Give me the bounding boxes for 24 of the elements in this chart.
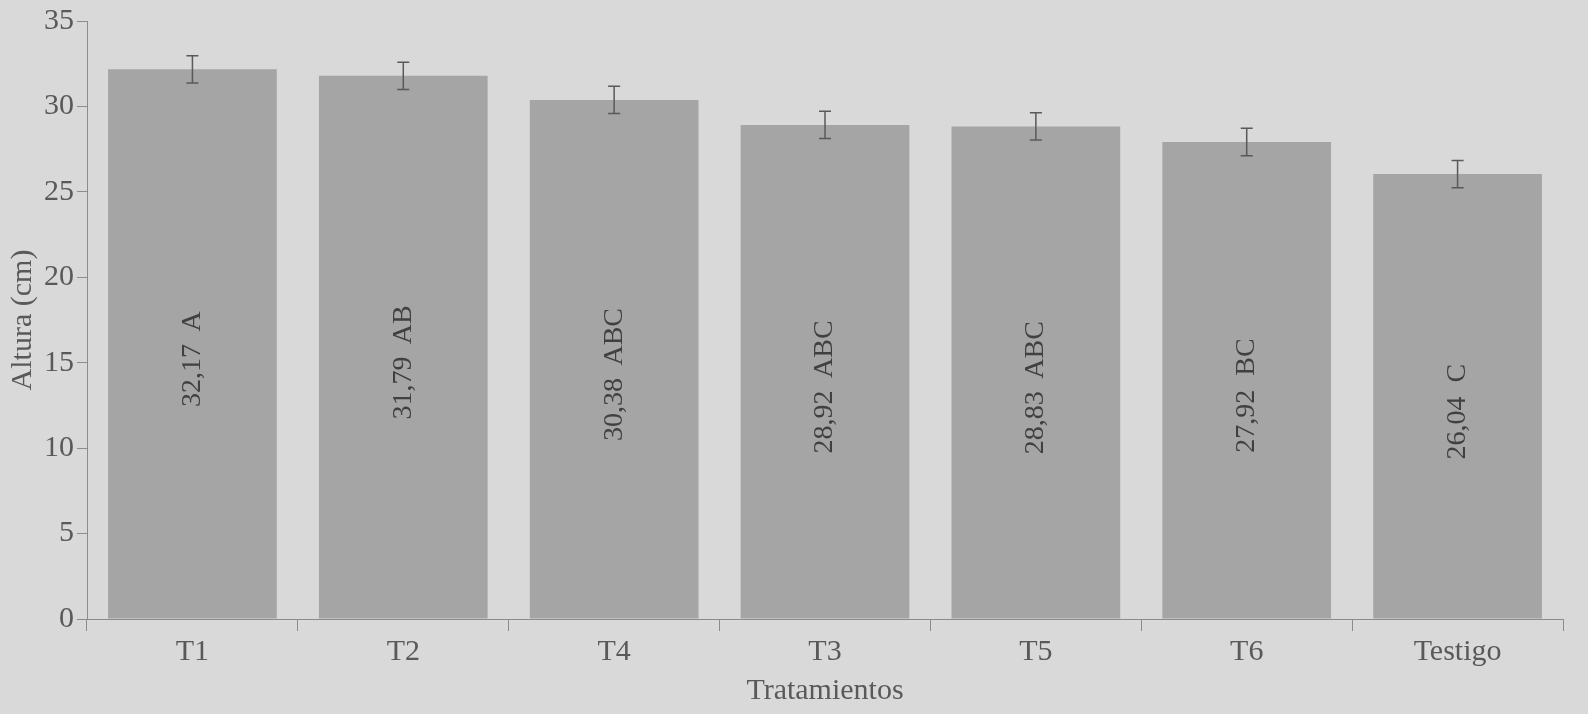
y-tick-label: 15 xyxy=(44,343,74,377)
y-tick-label: 30 xyxy=(44,87,74,121)
y-tick-label: 10 xyxy=(44,429,74,463)
data-label: 26,04 C xyxy=(1439,363,1471,460)
data-label: 32,17 A xyxy=(174,310,206,408)
x-tick-label: Testigo xyxy=(1413,632,1502,666)
x-axis-title: Tratamientos xyxy=(746,671,904,705)
x-tick-label: T1 xyxy=(175,632,210,666)
y-axis-title: Altura (cm) xyxy=(3,249,38,391)
data-label: 28,83 ABC xyxy=(1018,321,1050,455)
x-tick-label: T5 xyxy=(1019,632,1053,666)
y-tick-label: 20 xyxy=(44,258,74,292)
x-tick-label: T3 xyxy=(808,632,842,666)
data-label: 28,92 ABC xyxy=(807,320,839,454)
y-tick-label: 35 xyxy=(44,1,74,35)
y-tick-label: 0 xyxy=(59,599,74,633)
data-label: 27,92 BC xyxy=(1229,338,1261,453)
data-label: 30,38 ABC xyxy=(596,307,628,441)
x-tick-label: T4 xyxy=(597,632,631,666)
data-label: 31,79 AB xyxy=(385,305,417,420)
x-tick-label: T2 xyxy=(386,632,420,666)
y-tick-label: 5 xyxy=(59,514,74,548)
x-tick-label: T6 xyxy=(1230,632,1264,666)
y-tick-label: 25 xyxy=(44,172,74,206)
